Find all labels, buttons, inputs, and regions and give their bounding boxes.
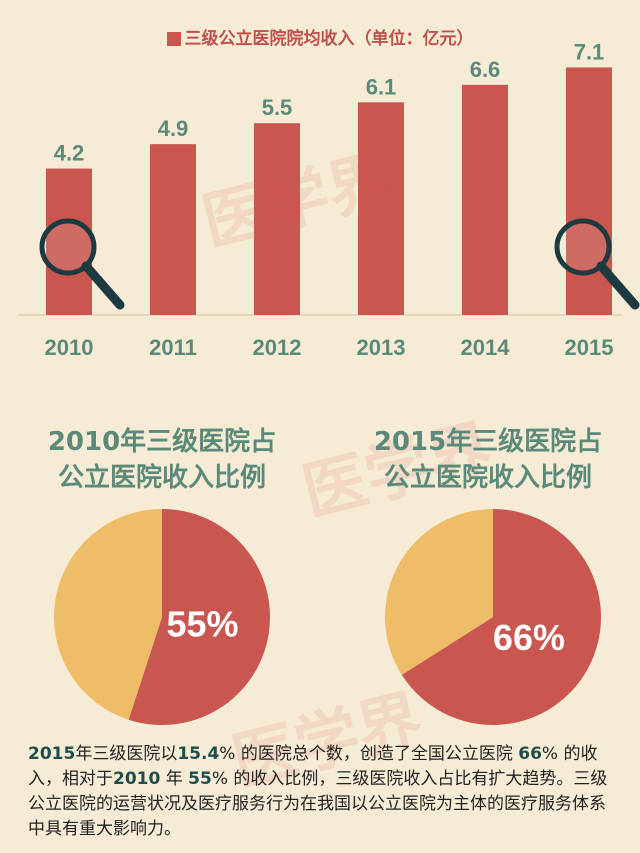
bar: [462, 84, 508, 315]
summary-segment: 15.4: [177, 744, 220, 764]
pie-2010-title-line: 公立医院收入比例: [57, 463, 266, 493]
x-tick-label: 2012: [253, 335, 302, 360]
summary-segment: 年三级医院以: [75, 744, 178, 764]
bar-chart: 4.2 2010 4.9 2011 5.5 2012 6.1 2013 6.6 2014 7.1 20…: [18, 39, 640, 360]
bar-value-label: 4.9: [158, 116, 189, 141]
summary-segment: % 的医院总个数，创造了全国公立医院: [219, 744, 519, 764]
legend-swatch: [166, 32, 181, 46]
pie-2010-title-line: 2010年三级医院占: [47, 427, 277, 457]
pie-slice: [385, 509, 493, 675]
pie-chart-2010: 55%: [54, 509, 271, 725]
bar: [46, 168, 92, 315]
summary-segment: % 的收入比例，三级医院收入占比有扩大趋势。三级公立医院的运营状况及医疗服务行为…: [28, 769, 608, 839]
pie-slice-label: 66%: [493, 617, 565, 658]
x-tick-label: 2011: [149, 335, 197, 360]
summary-segment: 66: [518, 744, 542, 764]
magnifier-icon: [39, 218, 125, 310]
x-tick-label: 2014: [461, 335, 511, 360]
summary-segment: 2015: [28, 744, 76, 764]
pie-chart-2015: 66%: [385, 509, 601, 725]
pie-2015-title-line: 公立医院收入比例: [383, 463, 592, 493]
pie-2015-title-line: 2015年三级医院占: [373, 427, 603, 457]
x-tick-label: 2010: [45, 335, 94, 360]
summary-segment: % 的收入，相对于: [28, 744, 598, 789]
bar: [358, 102, 404, 315]
pie-slice: [401, 509, 601, 725]
pie-slice: [54, 509, 163, 720]
x-tick-label: 2015: [565, 335, 614, 360]
legend-label: 三级公立医院院均收入（单位：亿元）: [184, 29, 474, 49]
bar-value-label: 5.5: [262, 95, 293, 120]
bar-value-label: 6.6: [470, 57, 501, 82]
summary-segment: 2010: [113, 769, 161, 789]
chart-legend: 三级公立医院院均收入（单位：亿元）: [0, 24, 640, 49]
pie-2010-title: 2010年三级医院占 公立医院收入比例: [22, 424, 302, 496]
pie-slice: [128, 509, 271, 725]
summary-text: 2015年三级医院以15.4% 的医院总个数，创造了全国公立医院 66% 的收入…: [28, 742, 618, 842]
bar-value-label: 7.1: [574, 39, 605, 64]
pie-slice-label: 55%: [167, 603, 239, 644]
summary-segment: 55: [188, 769, 212, 789]
summary-segment: 年: [160, 769, 189, 789]
x-tick-label: 2013: [357, 335, 406, 360]
magnifier-icon: [554, 218, 640, 310]
pie-2015-title: 2015年三级医院占 公立医院收入比例: [348, 424, 628, 496]
bar: [254, 123, 300, 315]
bar-value-label: 6.1: [366, 74, 397, 99]
bar: [566, 67, 612, 316]
bar-value-label: 4.2: [54, 141, 85, 166]
bar: [150, 144, 196, 315]
